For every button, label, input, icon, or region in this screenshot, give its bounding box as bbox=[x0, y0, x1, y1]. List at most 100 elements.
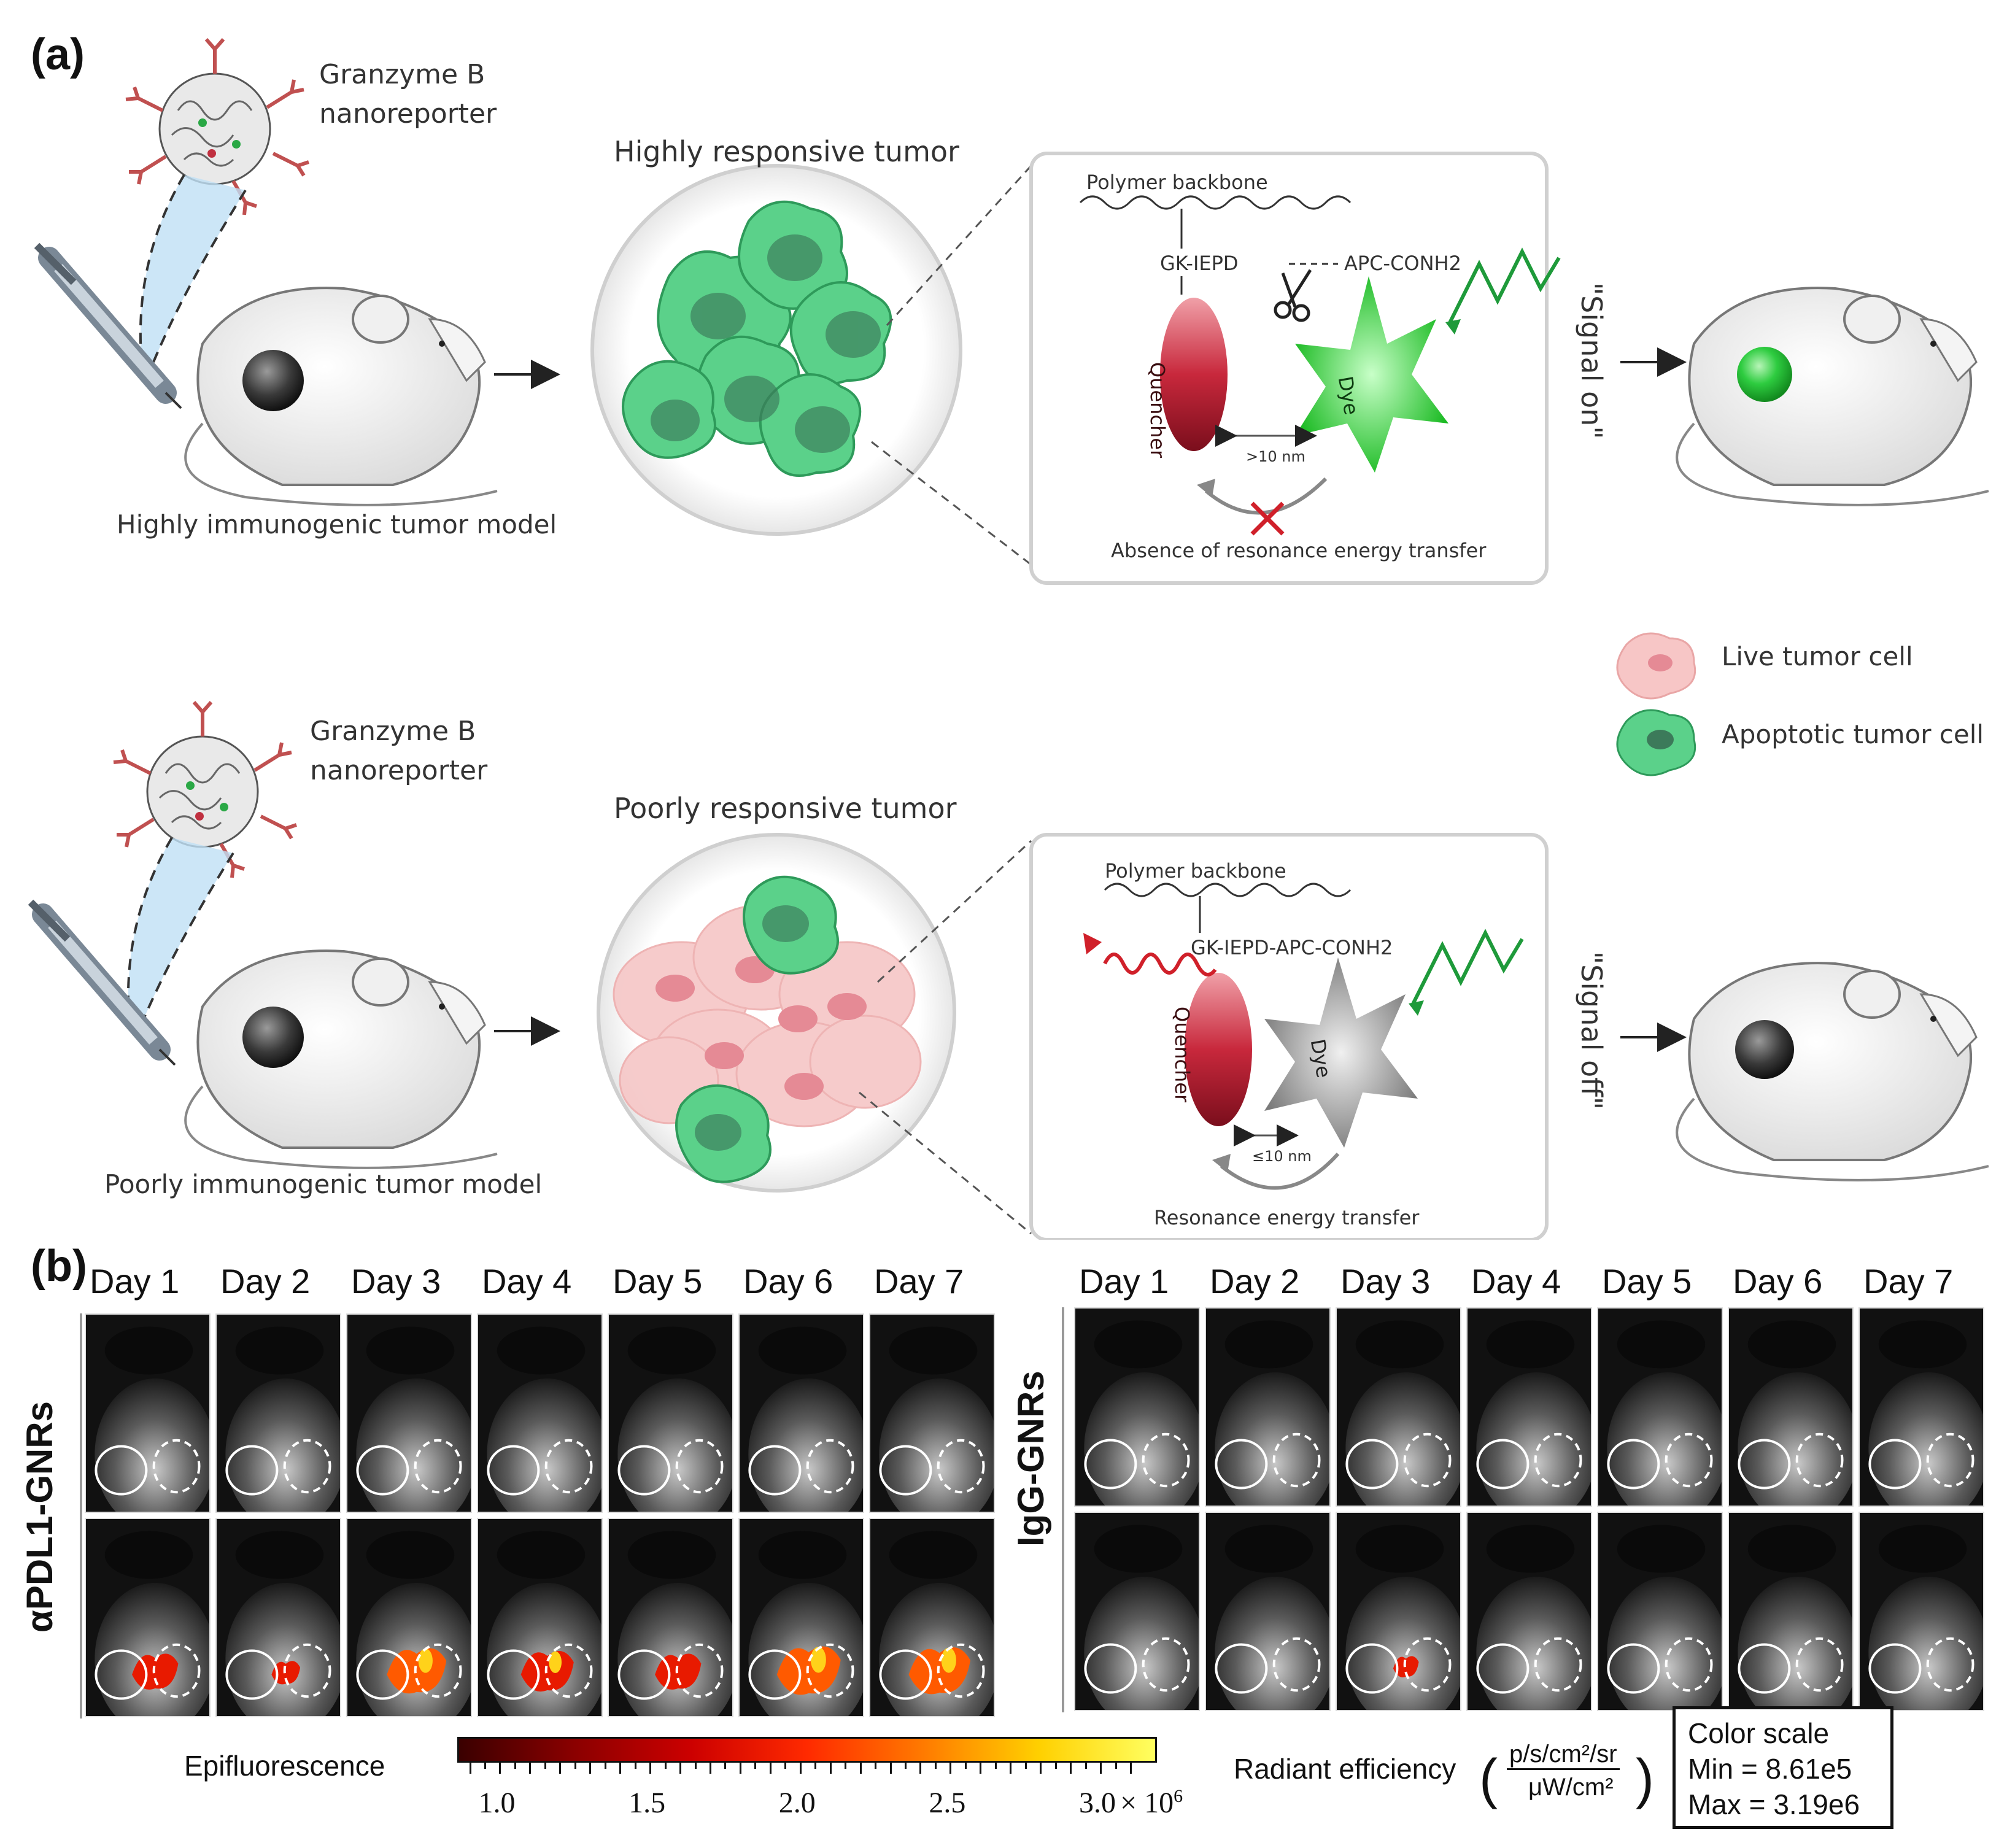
roi-solid-circle bbox=[487, 1445, 540, 1496]
day-label-left-2: Day 2 bbox=[220, 1262, 311, 1301]
image-cell-left-r1-d7 bbox=[869, 1313, 995, 1513]
roi-dashed-circle bbox=[937, 1643, 985, 1698]
box-backbone-bottom: Polymer backbone bbox=[1105, 859, 1286, 883]
colorbar-tick-mark bbox=[619, 1763, 622, 1774]
tumor-dish-bottom bbox=[597, 833, 956, 1193]
colorbar-tick-mark bbox=[484, 1763, 487, 1769]
roi-dashed-circle bbox=[1534, 1637, 1582, 1692]
tumor-dish-top bbox=[590, 164, 962, 536]
quencher-label-top: Quencher bbox=[1146, 362, 1169, 458]
roi-solid-circle bbox=[225, 1445, 279, 1496]
roi-solid-circle bbox=[748, 1445, 802, 1496]
image-cell-left-r2-d6 bbox=[738, 1518, 864, 1717]
x-mark-icon bbox=[1250, 501, 1285, 536]
image-cell-right-r2-d2 bbox=[1205, 1512, 1331, 1711]
colorbar-tick-mark bbox=[784, 1763, 787, 1769]
image-cell-left-r1-d2 bbox=[215, 1313, 341, 1513]
roi-solid-circle bbox=[617, 1649, 671, 1700]
day-label-right-1: Day 1 bbox=[1079, 1262, 1169, 1301]
box-caption-bottom: Resonance energy transfer bbox=[1154, 1206, 1420, 1229]
radiant-prefix: Radiant efficiency bbox=[1234, 1753, 1456, 1785]
colorbar-tick-mark bbox=[649, 1763, 652, 1774]
roi-dashed-circle bbox=[806, 1439, 854, 1494]
roi-dashed-circle bbox=[1403, 1432, 1452, 1488]
day-label-left-5: Day 5 bbox=[613, 1262, 703, 1301]
color-scale-title: Color scale bbox=[1688, 1717, 1830, 1749]
roi-dashed-circle bbox=[152, 1439, 201, 1494]
mouse-bottom-left bbox=[184, 949, 498, 1169]
colorbar-tick-label: 2.5 bbox=[929, 1787, 966, 1819]
roi-dashed-circle bbox=[1142, 1432, 1190, 1488]
box-peptide-left-top: GK-IEPD bbox=[1160, 252, 1239, 275]
image-cell-left-r2-d7 bbox=[869, 1518, 995, 1717]
colorbar-tick-mark bbox=[499, 1763, 501, 1774]
panel-a-label: (a) bbox=[31, 30, 85, 79]
colorbar-tick-mark bbox=[469, 1763, 471, 1774]
image-cell-left-r1-d6 bbox=[738, 1313, 864, 1513]
legend-apoptotic-label: Apoptotic tumor cell bbox=[1722, 719, 1984, 749]
roi-dashed-circle bbox=[806, 1643, 854, 1698]
colorbar-tick-mark bbox=[905, 1763, 907, 1769]
roi-solid-circle bbox=[1476, 1643, 1530, 1694]
roi-dashed-circle bbox=[1403, 1637, 1452, 1692]
image-cell-right-r1-d6 bbox=[1728, 1307, 1854, 1507]
fluorescence-hotspot-left-d6 bbox=[810, 1647, 826, 1673]
roi-dashed-circle bbox=[1272, 1432, 1321, 1488]
image-cell-left-r2-d3 bbox=[346, 1518, 472, 1717]
model-caption-bottom: Poorly immunogenic tumor model bbox=[104, 1169, 543, 1199]
image-cell-right-r1-d4 bbox=[1466, 1307, 1592, 1507]
roi-dashed-circle bbox=[1665, 1637, 1713, 1692]
panel-a-illustration bbox=[28, 38, 1989, 1240]
roi-dashed-circle bbox=[414, 1439, 462, 1494]
roi-solid-circle bbox=[1084, 1643, 1137, 1694]
roi-solid-circle bbox=[1738, 1643, 1791, 1694]
roi-solid-circle bbox=[1345, 1439, 1399, 1490]
colorbar-tick-mark bbox=[664, 1763, 667, 1769]
roi-dashed-circle bbox=[1795, 1432, 1844, 1488]
colorbar-tick-mark bbox=[1100, 1763, 1102, 1774]
roi-dashed-circle bbox=[1272, 1637, 1321, 1692]
colorbar-tick-mark bbox=[1070, 1763, 1072, 1774]
roi-solid-circle bbox=[1607, 1643, 1660, 1694]
image-cell-left-r1-d1 bbox=[85, 1313, 211, 1513]
box-backbone-top: Polymer backbone bbox=[1086, 171, 1268, 194]
roi-solid-circle bbox=[1868, 1439, 1922, 1490]
colorbar-tick-mark bbox=[1129, 1763, 1132, 1774]
signal-off-label: "Signal off" bbox=[1575, 951, 1608, 1110]
roi-dashed-circle bbox=[675, 1643, 724, 1698]
colorbar-tick-mark bbox=[799, 1763, 802, 1774]
image-cell-left-r2-d1 bbox=[85, 1518, 211, 1717]
colorbar-tick-mark bbox=[949, 1763, 952, 1774]
image-cell-right-r1-d1 bbox=[1074, 1307, 1200, 1507]
image-cell-right-r2-d7 bbox=[1858, 1512, 1984, 1711]
image-cell-right-r1-d3 bbox=[1336, 1307, 1461, 1507]
roi-solid-circle bbox=[1345, 1643, 1399, 1694]
group-divider-right bbox=[1062, 1307, 1064, 1712]
color-scale-max: Max = 3.19e6 bbox=[1688, 1788, 1860, 1820]
colorbar-tick-mark bbox=[589, 1763, 592, 1774]
image-cell-right-r2-d4 bbox=[1466, 1512, 1592, 1711]
colorbar-tick-mark bbox=[994, 1763, 997, 1769]
image-cell-left-r1-d5 bbox=[608, 1313, 733, 1513]
fluorescence-hotspot-left-d3 bbox=[418, 1649, 433, 1673]
colorbar-tick-mark bbox=[694, 1763, 697, 1769]
mouse-top-left bbox=[184, 287, 498, 506]
colorbar-tick-mark bbox=[1040, 1763, 1042, 1774]
image-cell-right-r2-d1 bbox=[1074, 1512, 1200, 1711]
dye-star-gray bbox=[1264, 957, 1418, 1148]
color-scale-min: Min = 8.61e5 bbox=[1688, 1753, 1852, 1785]
mouse-bottom-right bbox=[1676, 962, 1989, 1181]
day-label-left-7: Day 7 bbox=[874, 1262, 964, 1301]
roi-solid-circle bbox=[1607, 1439, 1660, 1490]
colorbar-tick-mark bbox=[934, 1763, 937, 1769]
image-cell-left-r2-d5 bbox=[608, 1518, 733, 1717]
legend-live-label: Live tumor cell bbox=[1722, 641, 1913, 671]
distance-label-top: >10 nm bbox=[1246, 448, 1305, 465]
colorbar-exponent: 6 bbox=[1174, 1786, 1183, 1806]
fluorescence-hotspot-left-d4 bbox=[549, 1651, 562, 1673]
roi-solid-circle bbox=[95, 1445, 148, 1496]
nano-line2-bottom: nanoreporter bbox=[310, 755, 488, 786]
colorbar-tick-mark bbox=[634, 1763, 636, 1769]
roi-dashed-circle bbox=[1665, 1432, 1713, 1488]
roi-solid-circle bbox=[879, 1649, 932, 1700]
